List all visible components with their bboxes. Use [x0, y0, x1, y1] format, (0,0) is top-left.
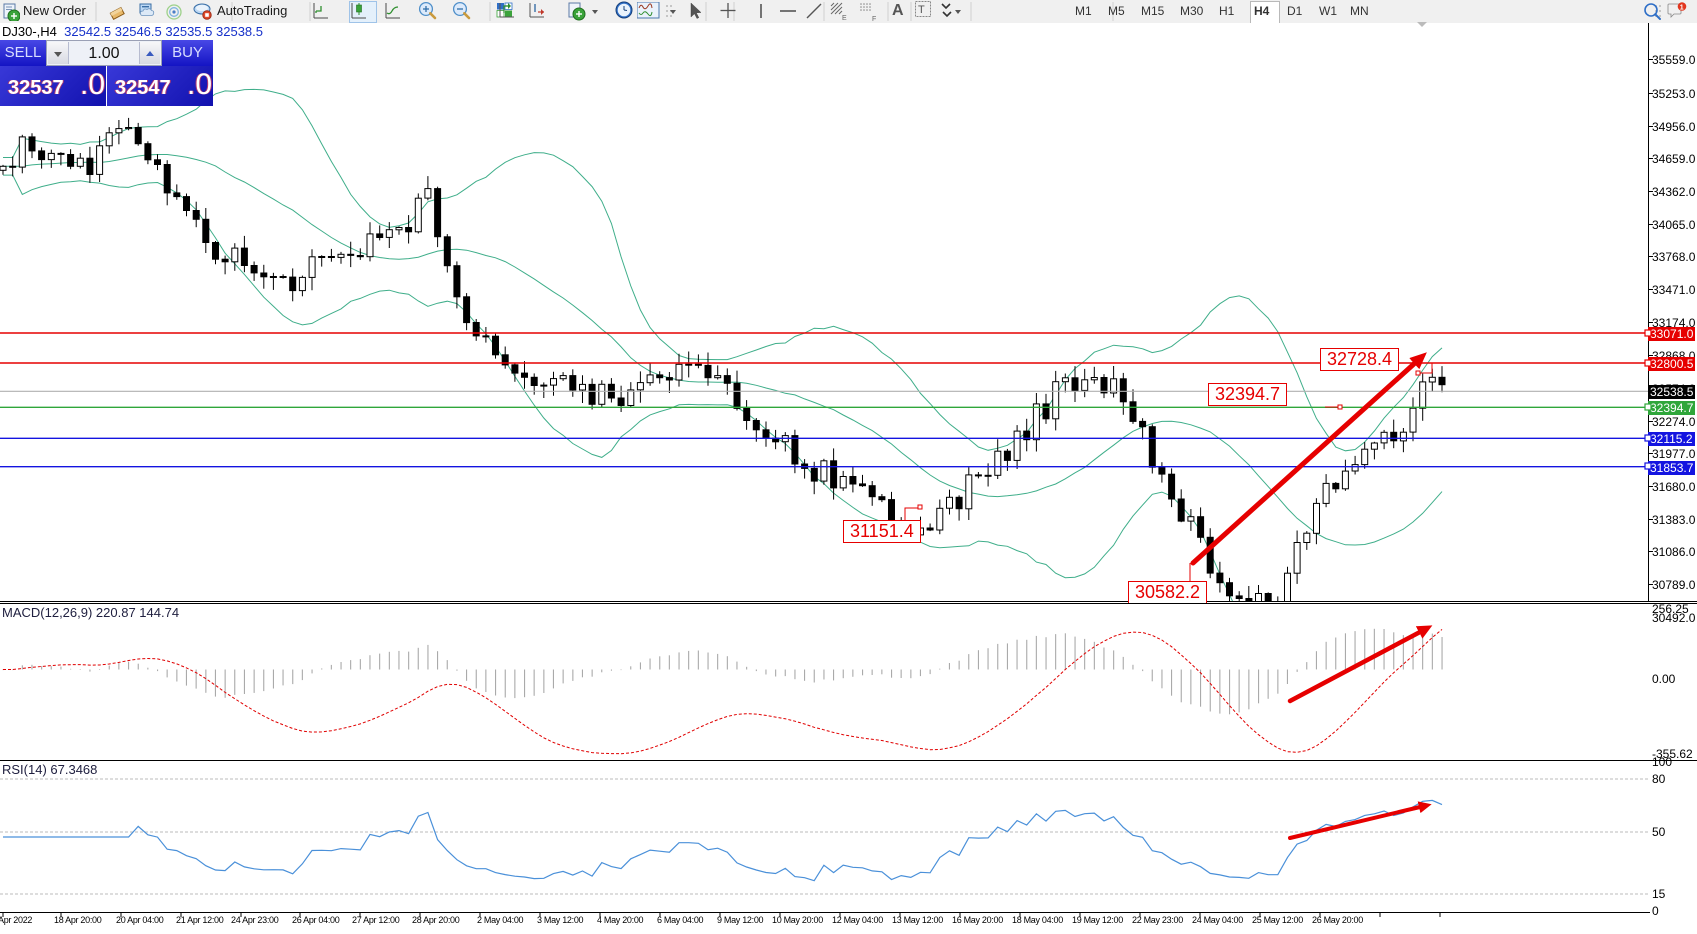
svg-text:T: T	[918, 4, 925, 16]
svg-text:1: 1	[1680, 4, 1684, 11]
svg-text:F: F	[872, 16, 876, 21]
svg-text:E: E	[842, 15, 847, 21]
